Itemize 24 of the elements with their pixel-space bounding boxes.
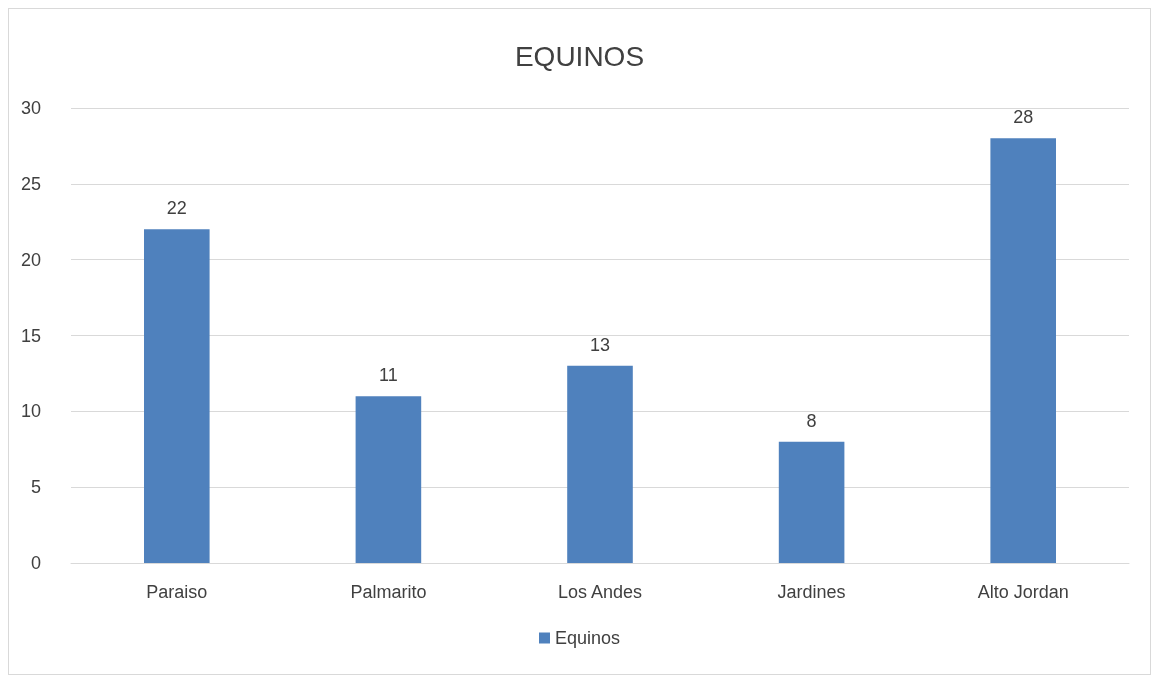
bar [567, 365, 633, 563]
bar [778, 441, 845, 563]
y-tick-label: 0 [30, 553, 41, 573]
y-tick-label: 25 [20, 173, 41, 194]
data-label: 13 [589, 334, 611, 355]
x-tick-label: Jardines [777, 582, 846, 602]
bar [990, 138, 1056, 563]
y-tick-label: 10 [20, 401, 41, 422]
x-tick-label: Alto Jordan [977, 582, 1069, 602]
x-tick-label: Palmarito [350, 582, 427, 602]
data-label: 11 [379, 365, 398, 386]
data-label: 28 [1013, 107, 1034, 128]
data-label: 22 [166, 198, 187, 219]
legend-label: Equinos [554, 628, 621, 648]
y-tick-label: 5 [30, 477, 41, 498]
x-tick-label: Los Andes [557, 582, 643, 602]
bar [144, 229, 210, 563]
data-label: 8 [806, 410, 817, 431]
y-tick-label: 15 [20, 325, 41, 346]
chart-title: EQUINOS [514, 40, 645, 72]
y-tick-label: 20 [20, 249, 41, 270]
x-tick-label: Paraiso [146, 582, 208, 602]
bar [355, 396, 422, 563]
y-tick-label: 30 [20, 98, 41, 118]
